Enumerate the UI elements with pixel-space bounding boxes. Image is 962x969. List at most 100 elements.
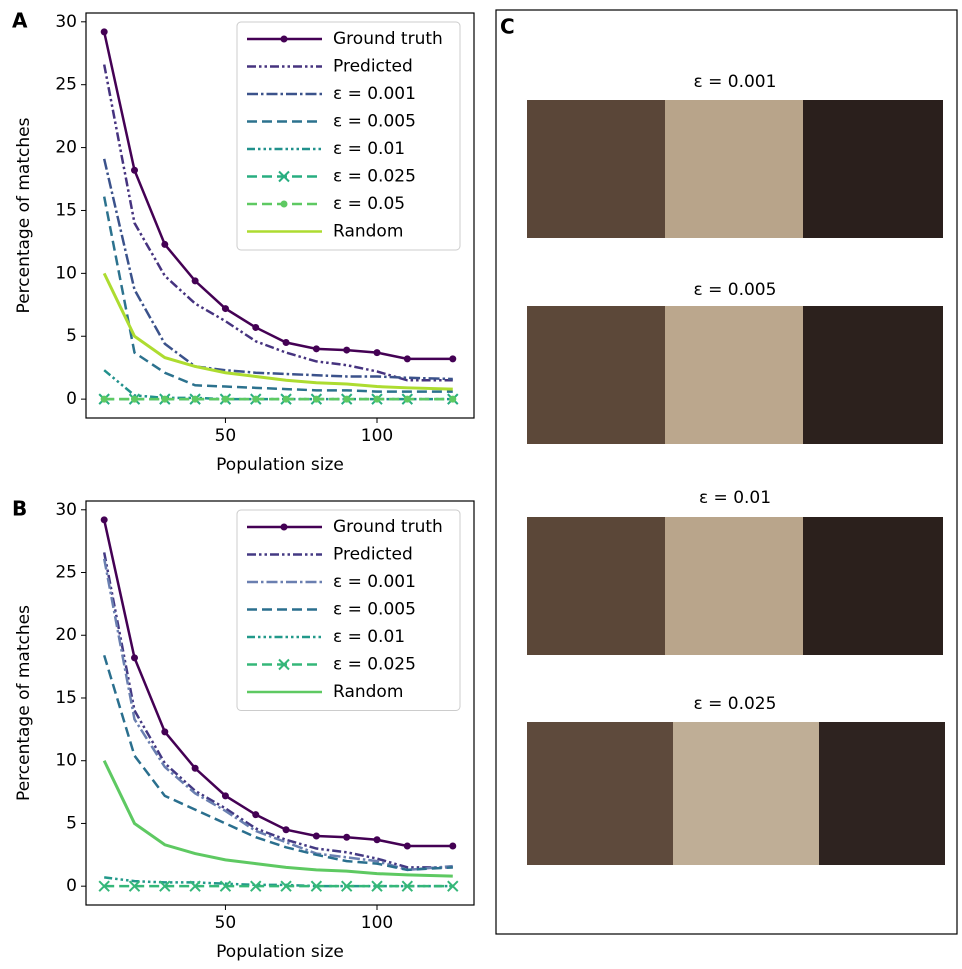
- marker: [161, 240, 169, 248]
- y-tick-label: 15: [55, 200, 77, 220]
- marker: [131, 654, 138, 662]
- series-line: [104, 876, 453, 888]
- y-tick-label: 20: [55, 625, 77, 645]
- x-tick-label: 100: [361, 913, 393, 933]
- legend-label: Random: [333, 682, 403, 702]
- y-tick-label: 25: [55, 563, 77, 583]
- marker: [219, 880, 232, 892]
- y-tick-label: 5: [66, 813, 77, 833]
- series-line: [102, 64, 453, 382]
- marker: [340, 880, 353, 892]
- series-line: [102, 552, 453, 869]
- marker: [250, 880, 262, 892]
- marker: [100, 395, 108, 403]
- image-row: [527, 722, 945, 865]
- face-image: [527, 306, 665, 444]
- x-axis-label: Population size: [216, 455, 344, 475]
- legend-label: Predicted: [333, 57, 413, 77]
- marker: [449, 842, 457, 850]
- legend-label: ε = 0.05: [333, 194, 405, 214]
- legend-box: [236, 509, 461, 711]
- legend-label: Ground truth: [333, 29, 443, 49]
- marker: [252, 395, 260, 403]
- face-image: [527, 100, 665, 238]
- face-image: [803, 306, 943, 444]
- legend-label: ε = 0.01: [333, 627, 405, 647]
- face-image: [665, 100, 803, 238]
- marker: [131, 395, 138, 403]
- marker: [449, 395, 457, 403]
- legend-label: Ground truth: [333, 517, 443, 537]
- legend-label: ε = 0.005: [333, 112, 416, 132]
- image-caption: ε = 0.001: [694, 72, 777, 92]
- legend-label: Predicted: [333, 545, 413, 565]
- face-image: [803, 517, 943, 655]
- marker: [252, 811, 260, 819]
- marker: [403, 842, 411, 850]
- legend-label: ε = 0.001: [333, 572, 416, 592]
- y-tick-label: 10: [55, 263, 77, 283]
- y-tick-label: 15: [55, 688, 77, 708]
- series-line: [102, 760, 453, 878]
- y-tick-label: 0: [66, 389, 77, 409]
- marker: [221, 792, 229, 800]
- face-image: [673, 722, 819, 865]
- panel-c-frame: [495, 9, 958, 935]
- series-line: [102, 272, 453, 391]
- legend-label: Random: [333, 222, 403, 242]
- panel-label: A: [12, 9, 28, 33]
- marker: [343, 346, 351, 354]
- legend-marker: [280, 35, 288, 43]
- legend-label: ε = 0.025: [333, 655, 416, 675]
- marker: [100, 28, 108, 36]
- face-image: [665, 306, 803, 444]
- marker: [312, 395, 320, 403]
- x-tick-label: 100: [361, 426, 393, 446]
- marker: [403, 355, 411, 363]
- image-caption: ε = 0.01: [699, 488, 771, 508]
- image-row: [527, 306, 943, 444]
- marker: [371, 880, 383, 892]
- marker: [128, 880, 141, 892]
- marker: [403, 395, 411, 403]
- marker: [280, 880, 292, 892]
- axes-frame: [85, 500, 475, 906]
- y-tick-label: 10: [55, 751, 77, 771]
- legend-label: ε = 0.001: [333, 84, 416, 104]
- image-row: [527, 517, 943, 655]
- marker: [373, 836, 381, 844]
- marker: [159, 880, 171, 892]
- legend-label: ε = 0.01: [333, 139, 405, 159]
- image-row: [527, 100, 943, 238]
- y-axis-label: Percentage of matches: [14, 605, 34, 801]
- face-image: [665, 517, 803, 655]
- legend-marker: [280, 200, 288, 208]
- series-line: [102, 158, 453, 381]
- marker: [449, 355, 457, 363]
- marker: [401, 880, 414, 892]
- panel-label: B: [12, 497, 27, 521]
- marker: [343, 833, 351, 841]
- marker: [98, 880, 110, 892]
- marker: [221, 395, 229, 403]
- face-image: [527, 722, 673, 865]
- image-caption: ε = 0.005: [694, 280, 777, 300]
- legend-marker: [280, 523, 288, 531]
- x-tick-label: 50: [215, 426, 237, 446]
- plot-area: [98, 28, 459, 405]
- marker: [191, 277, 199, 285]
- y-tick-label: 5: [66, 326, 77, 346]
- legend-label: ε = 0.005: [333, 600, 416, 620]
- image-caption: ε = 0.025: [694, 694, 777, 714]
- panel-label: C: [500, 15, 515, 39]
- marker: [191, 764, 199, 772]
- face-image: [527, 517, 665, 655]
- x-tick-label: 50: [215, 913, 237, 933]
- legend-box: [236, 21, 461, 251]
- marker: [252, 323, 260, 331]
- marker: [312, 345, 320, 353]
- legend-marker: [278, 658, 290, 671]
- legend-marker: [278, 170, 290, 183]
